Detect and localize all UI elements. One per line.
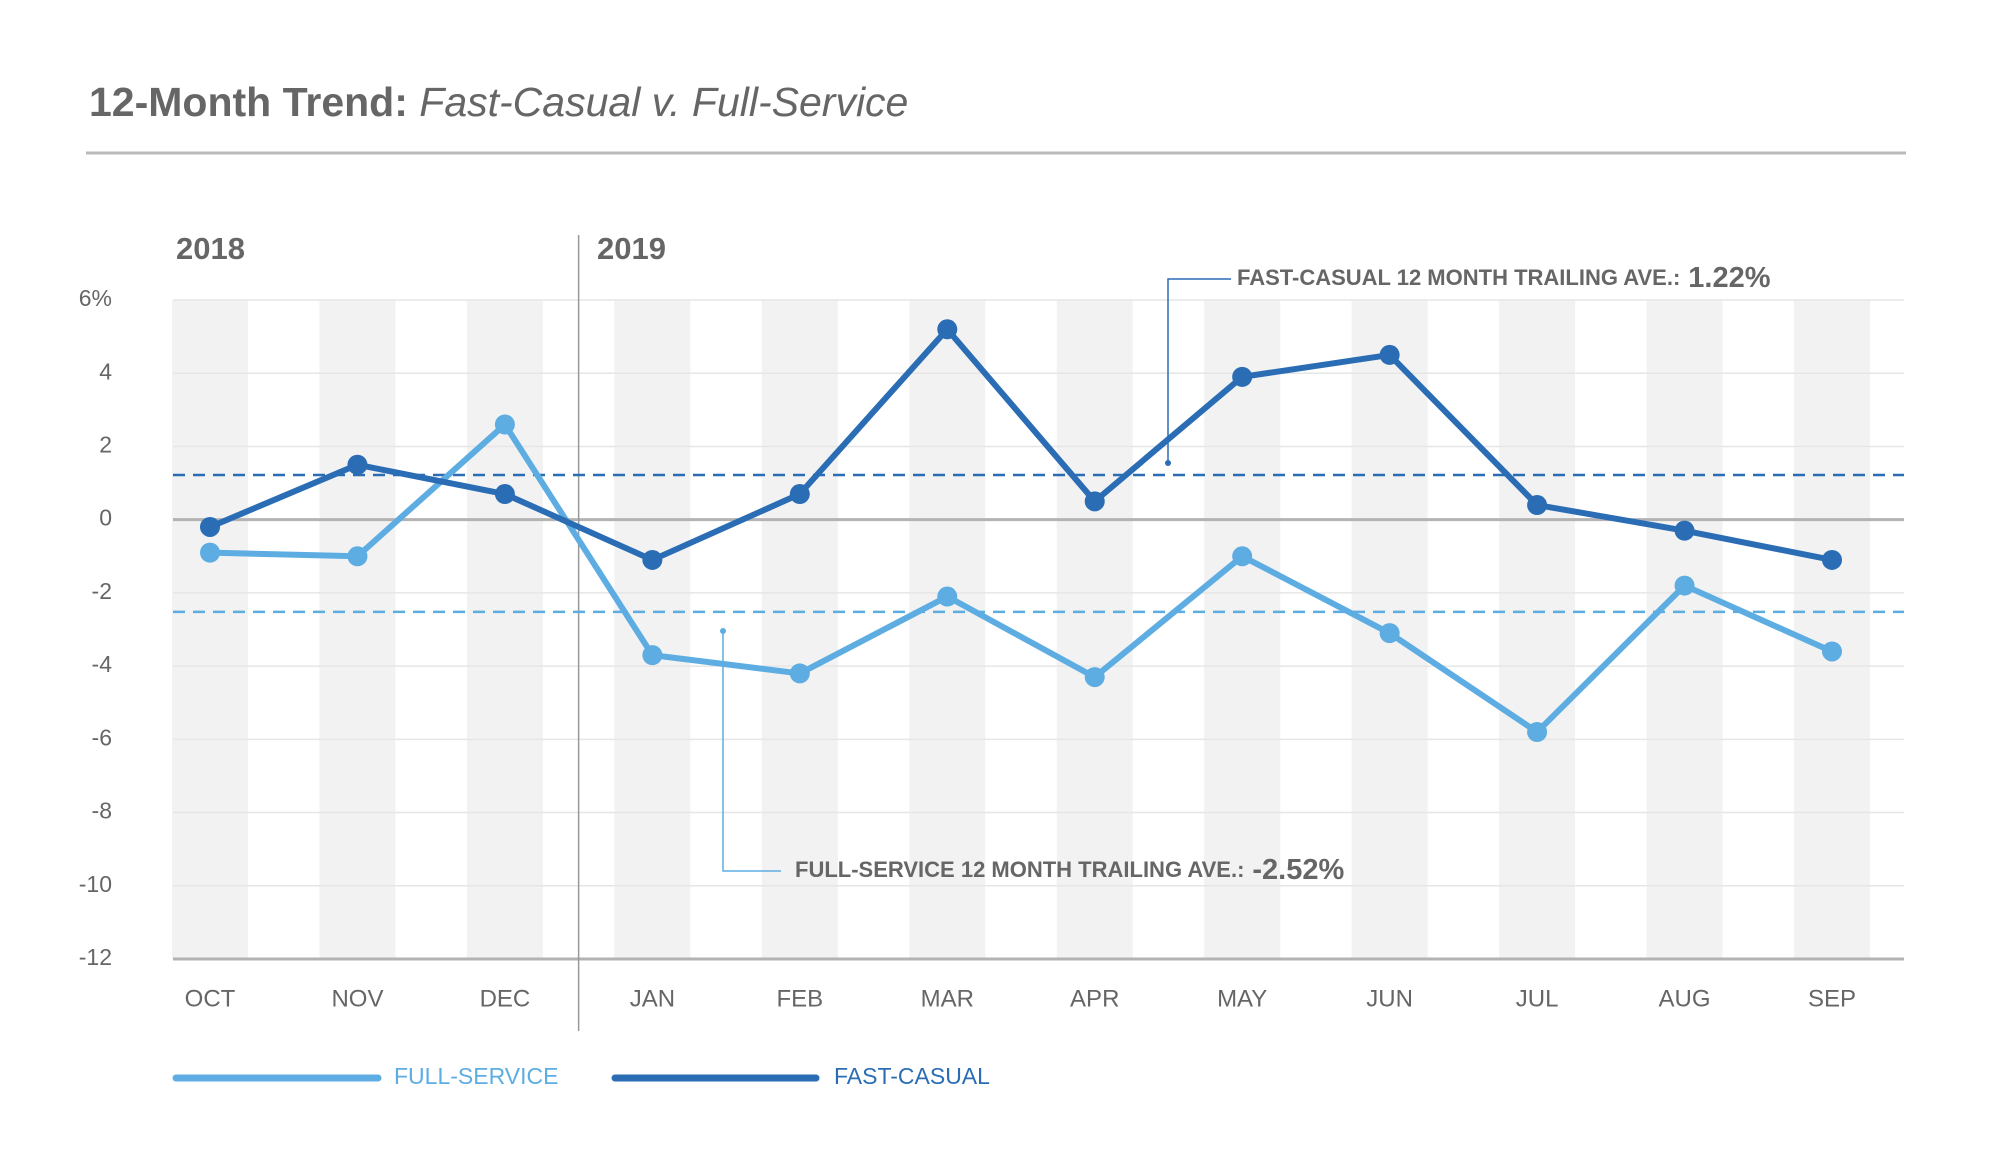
column-stripe [1499,300,1576,959]
y-tick-label: -6 [92,724,112,750]
annotation-dot [720,628,726,634]
legend-label: FULL-SERVICE [394,1063,558,1089]
data-point [200,516,220,537]
column-stripe [466,300,543,959]
x-tick-label: MAR [921,985,974,1012]
x-tick-label: OCT [185,985,236,1012]
x-tick-label: NOV [331,985,383,1012]
x-tick-label: JAN [630,985,675,1012]
data-point [789,484,810,505]
data-point [1822,549,1842,570]
column-stripe [1646,300,1723,959]
year-label: 2018 [176,231,245,266]
data-point [642,645,663,666]
data-point [1674,575,1695,596]
title: 12-Month Trend: [89,79,408,125]
series-line [208,326,1833,563]
y-tick-label: -12 [79,944,112,970]
data-point [789,663,810,684]
y-tick-label: -4 [92,651,113,677]
series-line [209,421,1834,736]
data-point [347,546,368,567]
data-point [1084,491,1105,512]
data-point [494,414,515,435]
column-stripe [172,300,248,959]
data-point [347,454,368,475]
y-tick-label: 0 [99,505,112,531]
data-point [1379,344,1400,365]
data-point [1084,667,1105,688]
annotation: FAST-CASUAL 12 MONTH TRAILING AVE.: 1.22% [1237,262,1771,294]
data-point [1527,722,1548,743]
column-stripe [614,300,691,959]
annotation: FULL-SERVICE 12 MONTH TRAILING AVE.: -2.5… [795,854,1344,886]
annotation-label: FULL-SERVICE 12 MONTH TRAILING AVE.: [795,857,1244,882]
data-point [1232,366,1253,387]
annotation-label: FAST-CASUAL 12 MONTH TRAILING AVE.: [1237,265,1680,290]
data-point [937,319,958,340]
column-stripe [761,300,838,959]
y-tick-label: 4 [99,358,112,384]
x-tick-label: APR [1070,985,1119,1012]
data-point [1822,641,1842,662]
annotation-connector [722,631,781,872]
annotation-dot [1165,460,1171,466]
x-tick-label: MAY [1217,985,1267,1012]
data-point [1674,520,1695,541]
x-tick-label: SEP [1808,985,1856,1012]
column-stripe [319,300,396,959]
x-tick-label: JUN [1366,985,1413,1012]
data-point [200,542,220,563]
y-tick-label: -8 [92,798,112,824]
column-stripe [1794,300,1870,959]
data-point [937,586,958,607]
x-tick-label: AUG [1659,985,1711,1012]
column-stripe [1204,300,1281,959]
legend-label: FAST-CASUAL [834,1063,990,1089]
annotation-connector [1167,278,1231,463]
x-tick-label: JUL [1516,985,1559,1012]
y-tick-label: 6% [79,285,112,311]
year-label: 2019 [597,231,666,266]
annotation-value: 1.22% [1688,262,1770,294]
y-tick-label: 2 [99,432,112,458]
data-point [1527,495,1548,516]
column-stripe [1056,300,1133,959]
y-tick-label: -10 [79,871,112,897]
data-point [1232,546,1253,567]
x-tick-label: FEB [776,985,823,1012]
annotation-value: -2.52% [1252,854,1344,886]
data-point [494,484,515,505]
chart-title: 12-Month Trend: Fast-Casual v. Full-Serv… [89,79,908,125]
x-tick-label: DEC [480,985,531,1012]
column-stripe [909,300,986,959]
subtitle: Fast-Casual v. Full-Service [419,79,908,125]
data-point [642,549,663,570]
data-point [1379,623,1400,644]
y-tick-label: -2 [92,578,112,604]
